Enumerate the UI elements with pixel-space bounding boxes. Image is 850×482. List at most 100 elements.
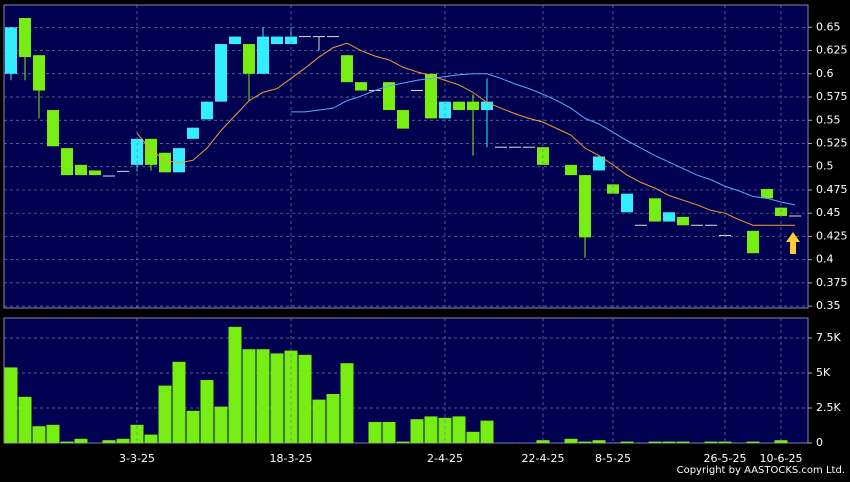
candle-body	[173, 148, 185, 173]
volume-bar	[620, 441, 634, 443]
y-tick-label: 7.5K	[816, 331, 841, 344]
candle-body	[481, 101, 493, 111]
volume-bar	[578, 441, 592, 443]
candle-body	[285, 36, 297, 45]
y-tick-label: 0.45	[816, 206, 841, 219]
volume-bar	[74, 438, 88, 443]
candle-body	[453, 101, 465, 111]
candle-body	[425, 73, 437, 119]
volume-panel	[3, 317, 809, 444]
copyright: Copyright by AASTOCKS.com Ltd.	[677, 465, 845, 476]
candle-body	[397, 110, 409, 129]
x-tick-label: 2-4-25	[427, 452, 463, 465]
candle-body	[565, 164, 577, 176]
volume-bar	[312, 399, 326, 443]
y-tick-label: 0.5	[816, 160, 834, 173]
volume-bar	[718, 441, 732, 443]
volume-bar	[326, 394, 340, 443]
volume-bar	[704, 441, 718, 443]
y-tick-label: 0.625	[816, 44, 848, 57]
candle-body	[89, 170, 101, 176]
candle-body	[145, 138, 157, 165]
candle-body	[257, 36, 269, 74]
volume-bar	[102, 440, 116, 443]
candle-body	[5, 27, 17, 74]
candle-body	[75, 164, 87, 176]
x-tick-label: 3-3-25	[119, 452, 155, 465]
volume-bar	[340, 363, 354, 443]
candle-body	[33, 55, 45, 91]
candle-body	[579, 175, 591, 238]
volume-bar	[158, 385, 172, 443]
y-tick-label: 0.65	[816, 20, 841, 33]
x-tick-label: 8-5-25	[595, 452, 631, 465]
volume-bar	[298, 354, 312, 443]
volume-bar	[466, 431, 480, 443]
volume-bar	[368, 422, 382, 443]
candle-body	[439, 101, 451, 119]
candle-body	[677, 216, 689, 226]
y-tick-label: 0.6	[816, 67, 834, 80]
volume-bar	[270, 353, 284, 443]
candle-body	[159, 152, 171, 173]
y-tick-label: 0.375	[816, 276, 848, 289]
volume-bar	[480, 420, 494, 443]
y-tick-label: 2.5K	[816, 401, 841, 414]
candle-body	[271, 36, 283, 45]
volume-bar	[438, 417, 452, 443]
volume-bar	[200, 380, 214, 443]
volume-bar	[228, 326, 242, 443]
volume-bar	[774, 440, 788, 443]
candle-body	[747, 230, 759, 254]
candle-body	[201, 101, 213, 120]
volume-bar	[186, 410, 200, 443]
candle-body	[19, 18, 31, 58]
volume-bar	[172, 361, 186, 443]
y-tick-label: 5K	[816, 366, 831, 379]
candle-body	[243, 44, 255, 74]
volume-bar	[60, 441, 74, 443]
candle-body	[47, 110, 59, 147]
plot-layer: 0.35 0.375 0.4 0.425 0.45 0.475 0.5 0.525 0.55 0.…	[4, 5, 848, 465]
candle-body	[663, 212, 675, 222]
volume-bar	[536, 440, 550, 443]
candle-body	[341, 55, 353, 83]
candle-body	[187, 127, 199, 139]
volume-bar	[452, 416, 466, 443]
volume-bar	[396, 441, 410, 443]
candle-body	[229, 36, 241, 45]
candle-body	[383, 82, 395, 111]
y-tick-label: 0.575	[816, 90, 848, 103]
x-tick-label: 18-3-25	[270, 452, 313, 465]
arrow	[786, 232, 800, 254]
volume-bar	[382, 422, 396, 443]
y-tick-label: 0.525	[816, 136, 848, 149]
x-tick-label: 22-4-25	[522, 452, 565, 465]
moving-average-line	[136, 42, 795, 226]
volume-bar	[648, 441, 662, 443]
moving-average-line	[291, 73, 796, 206]
y-tick-label: 0.425	[816, 229, 848, 242]
volume-bar	[144, 434, 158, 443]
y-tick-label: 0.55	[816, 113, 841, 126]
volume-bar	[214, 406, 228, 443]
candle-body	[621, 193, 633, 213]
y-tick-label: 0.35	[816, 299, 841, 312]
x-tick-label: 26-5-25	[704, 452, 747, 465]
volume-bar	[116, 438, 130, 443]
candle-body	[607, 184, 619, 194]
x-tick-label: 10-6-25	[760, 452, 803, 465]
volume-bar	[410, 419, 424, 443]
volume-bar	[424, 416, 438, 443]
y-tick-label: 0	[816, 436, 823, 449]
volume-bar	[32, 426, 46, 443]
volume-bar	[242, 349, 256, 443]
candle-body	[467, 101, 479, 111]
volume-bar	[592, 440, 606, 443]
volume-bar	[746, 441, 760, 443]
candle-body	[593, 156, 605, 171]
volume-bar	[662, 441, 676, 443]
candle-body	[649, 198, 661, 222]
candle-body	[761, 189, 773, 199]
